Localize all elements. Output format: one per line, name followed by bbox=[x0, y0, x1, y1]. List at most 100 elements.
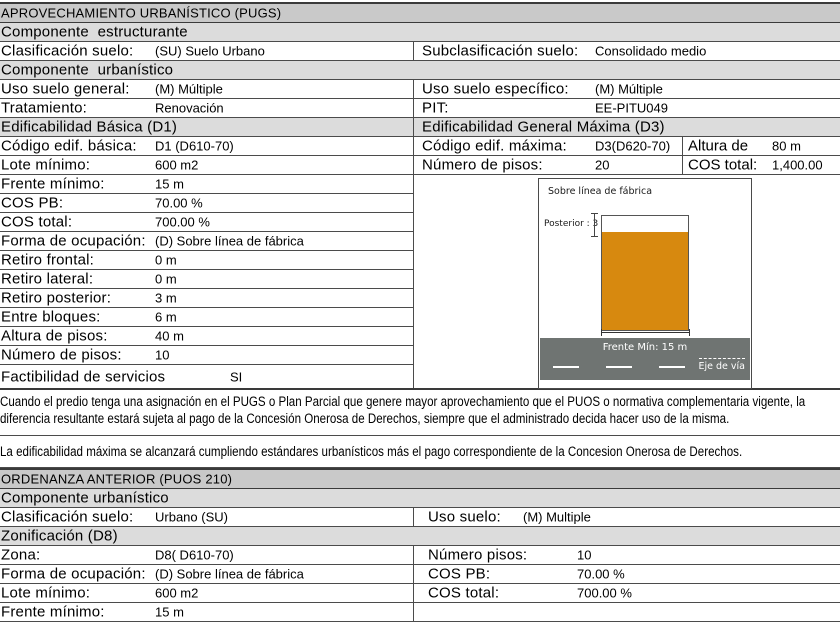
field-label: Retiro lateral: bbox=[1, 270, 94, 288]
field-label: Uso suelo general: bbox=[1, 80, 130, 98]
lane-dash-icon bbox=[606, 366, 632, 368]
field-label: Lote mínimo: bbox=[1, 584, 91, 602]
cell-pit: PIT: EE-PITU049 bbox=[414, 99, 840, 117]
cell-uso-general: Uso suelo general: (M) Múltiple bbox=[0, 80, 414, 98]
field-label: COS total: bbox=[1, 213, 73, 231]
row-factibilidad-servicios: Factibilidad de servicios SI bbox=[0, 365, 413, 388]
eje-de-via-label: Eje de vía bbox=[698, 358, 745, 372]
row-cos-total: COS total: 700.00 % bbox=[0, 213, 413, 232]
field-value: D8( D610-70) bbox=[155, 547, 234, 563]
field-value: 0 m bbox=[155, 271, 177, 287]
row-uso-suelo: Uso suelo general: (M) Múltiple Uso suel… bbox=[0, 80, 840, 99]
cell-puos-numero-pisos: Número pisos: 10 bbox=[414, 546, 840, 564]
field-label: Zona: bbox=[1, 546, 41, 564]
cell-puos-cos-total: COS total: 700.00 % bbox=[414, 584, 840, 602]
field-label: Uso suelo: bbox=[428, 508, 501, 526]
row-puos-clasificacion: Clasificación suelo: Urbano (SU) Uso sue… bbox=[0, 508, 840, 527]
field-value: 3 m bbox=[155, 290, 177, 306]
field-label: Forma de ocupación: bbox=[1, 565, 146, 583]
field-label: Frente mínimo: bbox=[1, 603, 105, 621]
field-value: 15 m bbox=[155, 604, 184, 620]
field-label: Uso suelo específico: bbox=[422, 80, 569, 98]
road-band: Frente Mín: 15 m Eje de vía bbox=[540, 338, 750, 380]
diagram-cell: Sobre línea de fábrica Posterior : 3 m F… bbox=[414, 175, 840, 389]
pugs-section-header: APROVECHAMIENTO URBANÍSTICO (PUGS) bbox=[0, 2, 840, 23]
cell-puos-lote-minimo: Lote mínimo: 600 m2 bbox=[0, 584, 414, 602]
field-label: COS total: bbox=[428, 584, 500, 602]
nota-edificabilidad-text: La edificabilidad máxima se alcanzará cu… bbox=[0, 444, 743, 459]
field-label: Clasificación suelo: bbox=[1, 508, 134, 526]
field-label: Número pisos: bbox=[428, 546, 528, 564]
field-value: (D) Sobre línea de fábrica bbox=[155, 566, 304, 582]
componente-urbanistico-bar: Componente urbanístico bbox=[0, 61, 840, 80]
edificabilidad-basica-header: Edificabilidad Básica (D1) bbox=[0, 118, 414, 136]
row-puos-forma: Forma de ocupación: (D) Sobre línea de f… bbox=[0, 565, 840, 584]
field-label: Código edif. máxima: bbox=[422, 137, 567, 155]
row-puos-zona: Zona: D8( D610-70) Número pisos: 10 bbox=[0, 546, 840, 565]
building-mass bbox=[602, 232, 688, 330]
field-value: 10 bbox=[577, 547, 592, 563]
cell-puos-uso-suelo: Uso suelo: (M) Multiple bbox=[414, 508, 840, 526]
field-label: Clasificación suelo: bbox=[1, 42, 134, 60]
field-label: Retiro posterior: bbox=[1, 289, 112, 307]
cell-tratamiento: Tratamiento: Renovación bbox=[0, 99, 414, 117]
edificabilidad-basica-rows: Frente mínimo: 15 m COS PB: 70.00 % COS … bbox=[0, 175, 414, 388]
field-label: Subclasificación suelo: bbox=[422, 42, 579, 60]
field-label: COS PB: bbox=[1, 194, 64, 212]
field-value: (M) Multiple bbox=[523, 509, 591, 525]
field-value: Urbano (SU) bbox=[155, 509, 228, 525]
row-retiro-frontal: Retiro frontal: 0 m bbox=[0, 251, 413, 270]
field-value: 20 bbox=[595, 157, 610, 173]
clipped-bottom-row bbox=[0, 622, 840, 630]
cell-puos-frente-minimo: Frente mínimo: 15 m bbox=[0, 603, 414, 621]
lane-dash-icon bbox=[553, 366, 579, 368]
nota-concesion: Cuando el predio tenga una asignación en… bbox=[0, 390, 840, 436]
componente-estructurante-bar: Componente estructurante bbox=[0, 23, 840, 42]
field-value: 700.00 % bbox=[577, 585, 632, 601]
cell-puos-clasificacion: Clasificación suelo: Urbano (SU) bbox=[0, 508, 414, 526]
field-label: Forma de ocupación: bbox=[1, 232, 146, 250]
building-envelope bbox=[601, 215, 689, 331]
puos-componente-urbanistico-bar: Componente urbanístico bbox=[0, 489, 840, 508]
cell-divider bbox=[682, 156, 683, 174]
cell-puos-zona: Zona: D8( D610-70) bbox=[0, 546, 414, 564]
field-label: Altura de pisos: bbox=[1, 327, 108, 345]
row-clasificacion-suelo: Clasificación suelo: (SU) Suelo Urbano S… bbox=[0, 42, 840, 61]
field-value: SI bbox=[230, 369, 243, 384]
field-label: Código edif. básica: bbox=[1, 137, 137, 155]
nota-concesion-text: Cuando el predio tenga una asignación en… bbox=[0, 394, 806, 426]
field-value: 1,400.00 bbox=[772, 157, 823, 173]
row-codigo-edificabilidad: Código edif. básica: D1 (D610-70) Código… bbox=[0, 137, 840, 156]
edificabilidad-band: Frente mínimo: 15 m COS PB: 70.00 % COS … bbox=[0, 175, 840, 390]
cell-puos-forma-ocupacion: Forma de ocupación: (D) Sobre línea de f… bbox=[0, 565, 414, 583]
field-value: 600 m2 bbox=[155, 157, 199, 173]
zonificacion-bar: Zonificación (D8) bbox=[0, 527, 840, 546]
cell-codigo-maxima: Código edif. máxima: D3(D620-70) Altura … bbox=[414, 137, 840, 155]
cell-subclasificacion: Subclasificación suelo: Consolidado medi… bbox=[414, 42, 840, 60]
field-value: 6 m bbox=[155, 309, 177, 325]
field-label: PIT: bbox=[422, 99, 449, 117]
pugs-section-title: APROVECHAMIENTO URBANÍSTICO (PUGS) bbox=[1, 5, 282, 21]
row-altura-pisos: Altura de pisos: 40 m bbox=[0, 327, 413, 346]
cell-divider bbox=[682, 137, 683, 155]
row-entre-bloques: Entre bloques: 6 m bbox=[0, 308, 413, 327]
cell-clasificacion: Clasificación suelo: (SU) Suelo Urbano bbox=[0, 42, 414, 60]
field-value: 600 m2 bbox=[155, 585, 199, 601]
setback-diagram: Sobre línea de fábrica Posterior : 3 m F… bbox=[538, 178, 752, 389]
posterior-measure-icon bbox=[591, 213, 598, 237]
nota-edificabilidad: La edificabilidad máxima se alcanzará cu… bbox=[0, 436, 840, 468]
field-value: 10 bbox=[155, 347, 170, 363]
diagram-title: Sobre línea de fábrica bbox=[548, 186, 653, 197]
field-label: Altura de bbox=[688, 137, 749, 155]
field-label: Factibilidad de servicios bbox=[1, 368, 166, 385]
puos-section-title: ORDENANZA ANTERIOR (PUOS 210) bbox=[1, 471, 233, 487]
field-value: (SU) Suelo Urbano bbox=[155, 43, 265, 59]
cell-lote-minimo: Lote mínimo: 600 m2 bbox=[0, 156, 414, 174]
field-label: Retiro frontal: bbox=[1, 251, 95, 269]
field-label: COS PB: bbox=[428, 565, 491, 583]
field-value: D1 (D610-70) bbox=[155, 138, 234, 154]
frente-measure-line bbox=[601, 329, 690, 336]
frente-min-label: Frente Mín: 15 m bbox=[602, 342, 688, 353]
field-value: D3(D620-70) bbox=[595, 138, 671, 154]
